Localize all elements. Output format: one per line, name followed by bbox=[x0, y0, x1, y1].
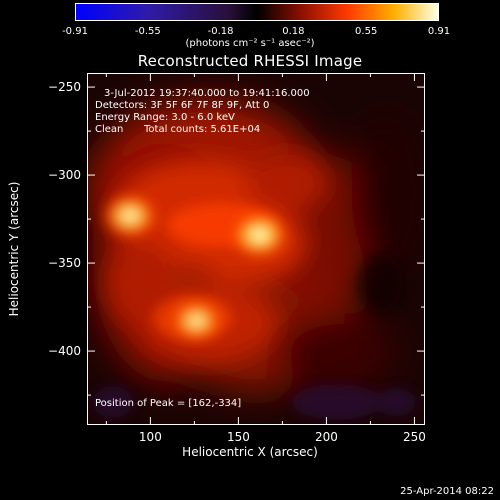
x-axis-label: Heliocentric X (arcsec) bbox=[182, 445, 318, 459]
y-axis-label: Heliocentric Y (arcsec) bbox=[7, 181, 21, 317]
colorbar-tick-label: -0.55 bbox=[134, 26, 161, 37]
annotation-time-range: 3-Jul-2012 19:37:40.000 to 19:41:16.000 bbox=[104, 88, 310, 99]
y-tick-label: −400 bbox=[48, 344, 81, 359]
x-tick-label: 200 bbox=[314, 430, 338, 444]
colorbar-tick-label: -0.91 bbox=[62, 26, 88, 37]
annotation-total-counts: Total counts: 5.61E+04 bbox=[144, 124, 261, 135]
chart-title: Reconstructed RHESSI Image bbox=[137, 52, 363, 70]
colorbar-tick-label: -0.18 bbox=[207, 26, 234, 37]
y-tick-label: −350 bbox=[48, 256, 81, 271]
annotation-energy-range: Energy Range: 3.0 - 6.0 keV bbox=[95, 112, 235, 123]
emission-source bbox=[227, 209, 292, 261]
x-tick-label: 250 bbox=[402, 430, 426, 444]
plot-area: 3-Jul-2012 19:37:40.000 to 19:41:16.000 … bbox=[87, 73, 425, 425]
colorbar bbox=[75, 3, 439, 21]
colorbar-units: (photons cm⁻² s⁻¹ asec⁻²) bbox=[185, 38, 315, 49]
date-stamp: 25-Apr-2014 08:22 bbox=[400, 486, 494, 497]
heatmap-image bbox=[88, 74, 424, 424]
x-tick-label: 150 bbox=[226, 430, 250, 444]
x-tick-label: 100 bbox=[138, 430, 162, 444]
colorbar-tick-label: 0.18 bbox=[282, 26, 305, 37]
colorbar-tick-label: 0.55 bbox=[355, 26, 378, 37]
y-tick-label: −300 bbox=[48, 168, 81, 183]
emission-source bbox=[100, 191, 160, 240]
emission-source bbox=[168, 298, 225, 344]
colorbar-tick-label: 0.91 bbox=[427, 26, 451, 37]
sources-layer bbox=[100, 191, 292, 344]
y-tick-label: −250 bbox=[48, 80, 81, 95]
annotation-method: Clean bbox=[95, 124, 124, 135]
annotation-peak-position: Position of Peak = [162,-334] bbox=[95, 398, 242, 409]
annotation-detectors: Detectors: 3F 5F 6F 7F 8F 9F, Att 0 bbox=[95, 100, 270, 111]
